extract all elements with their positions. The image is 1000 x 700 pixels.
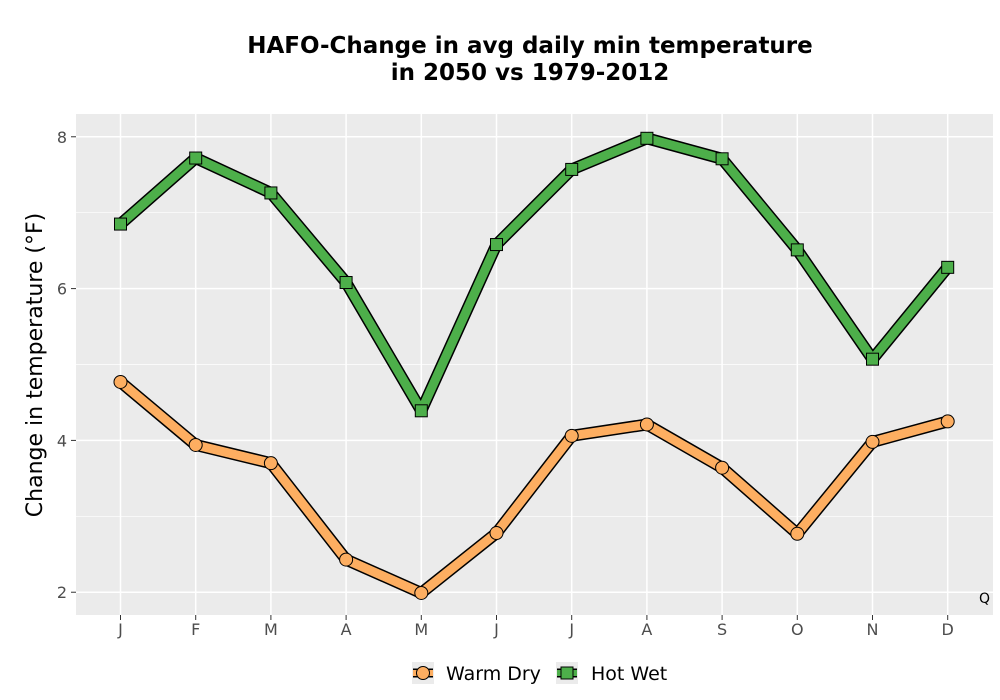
- x-tick-label: M: [264, 620, 278, 639]
- x-tick-label: A: [641, 620, 652, 639]
- x-tick-label: O: [791, 620, 804, 639]
- x-tick-label: J: [493, 620, 499, 639]
- legend-key-marker: [560, 666, 574, 680]
- grid-lines: [76, 114, 993, 615]
- series-line: [116, 133, 953, 416]
- series-hot-wet: [114, 131, 955, 418]
- legend-label: Hot Wet: [591, 663, 667, 685]
- x-tick-label: J: [568, 620, 574, 639]
- corner-note: Q: [979, 591, 990, 607]
- data-point: [263, 456, 278, 471]
- data-point: [414, 585, 429, 600]
- data-point: [188, 437, 203, 452]
- chart-title-line-1: HAFO-Change in avg daily min temperature: [247, 33, 813, 59]
- data-point: [489, 526, 504, 541]
- x-tick-label: D: [942, 620, 954, 639]
- x-tick-label: M: [414, 620, 428, 639]
- series-line: [116, 377, 953, 598]
- data-point: [113, 374, 128, 389]
- y-tick-label: 6: [57, 280, 67, 299]
- data-point: [865, 434, 880, 449]
- data-point: [639, 417, 654, 432]
- x-tick-label: A: [341, 620, 352, 639]
- data-point: [339, 276, 353, 290]
- data-point: [189, 151, 203, 165]
- data-point: [715, 152, 729, 166]
- y-tick-label: 8: [57, 128, 67, 147]
- x-tick-label: N: [867, 620, 879, 639]
- data-point: [414, 404, 428, 418]
- data-point: [565, 162, 579, 176]
- axes: 2 4 6 8 J F M A M J J A S O N D: [57, 128, 954, 639]
- x-tick-label: J: [117, 620, 123, 639]
- y-axis-title: Change in temperature (°F): [23, 213, 48, 517]
- y-tick-label: 4: [57, 431, 67, 450]
- data-point: [940, 414, 955, 429]
- legend-label: Warm Dry: [446, 663, 541, 685]
- x-tick-label: F: [191, 620, 200, 639]
- legend-item: Warm Dry: [412, 662, 541, 685]
- data-point: [490, 238, 503, 252]
- data-point: [941, 260, 955, 274]
- data-point: [790, 243, 804, 257]
- data-point: [564, 428, 579, 443]
- chart-title: HAFO-Change in avg daily min temperature…: [247, 33, 813, 86]
- x-tick-label: S: [717, 620, 727, 639]
- data-point: [339, 552, 354, 567]
- chart-title-line-2: in 2050 vs 1979-2012: [391, 60, 670, 86]
- data-point: [715, 460, 730, 475]
- data-point: [640, 131, 654, 145]
- series-warm-dry: [113, 374, 955, 600]
- series-layer: [113, 131, 955, 600]
- legend: Warm Dry Hot Wet: [412, 662, 667, 685]
- data-point: [114, 217, 127, 231]
- data-point: [790, 526, 805, 541]
- legend-item: Hot Wet: [556, 662, 667, 685]
- y-tick-label: 2: [57, 583, 67, 602]
- legend-key-marker: [416, 666, 430, 680]
- data-point: [866, 352, 879, 366]
- data-point: [264, 186, 278, 200]
